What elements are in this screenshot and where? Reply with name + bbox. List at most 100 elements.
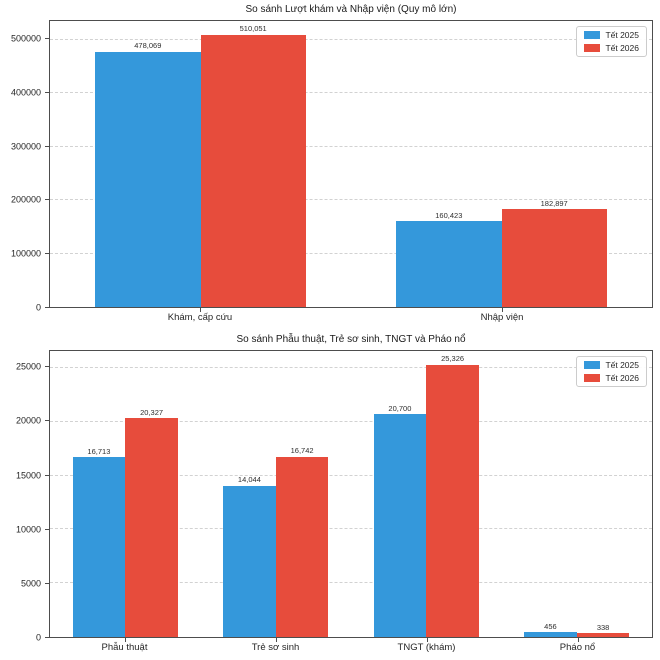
bar-value-label: 20,700 xyxy=(388,403,412,413)
gridline xyxy=(50,92,652,94)
bar-group: 456 338 xyxy=(502,351,653,637)
bar-tet-2025: 20,700 xyxy=(373,405,427,637)
x-tick-mark xyxy=(577,638,579,642)
x-tick-cell: Trẻ sơ sinh xyxy=(200,638,351,660)
chart-kham-nhap-vien: So sánh Lượt khám và Nhập viện (Quy mô l… xyxy=(0,4,660,330)
y-tick-label: 400000 xyxy=(10,87,41,98)
x-axis: Phẫu thuật Trẻ sơ sinh TNGT (khám) Pháo nổ xyxy=(49,638,653,660)
gridline xyxy=(50,474,652,476)
y-tick-label: 5000 xyxy=(20,578,41,589)
legend: Tết 2025 Tết 2026 xyxy=(576,356,647,387)
y-tick-label: 500000 xyxy=(10,33,41,44)
legend-item: Tết 2025 xyxy=(584,31,639,40)
x-category-label: Pháo nổ xyxy=(559,642,596,653)
bar-tet-2026: 182,897 xyxy=(501,200,607,307)
y-tick-label: 10000 xyxy=(15,524,41,535)
x-tick-mark xyxy=(426,638,428,642)
y-tick-mark xyxy=(45,528,49,530)
bar-tet-2025: 160,423 xyxy=(396,212,502,307)
plot-area: 16,713 20,327 14,044 16,742 20,700 25,326 456 3… xyxy=(49,350,653,638)
y-tick-mark xyxy=(45,474,49,476)
legend: Tết 2025 Tết 2026 xyxy=(576,26,647,57)
bar-value-label: 20,327 xyxy=(140,407,164,417)
legend-label: Tết 2025 xyxy=(605,30,639,40)
bar-value-label: 16,742 xyxy=(290,446,314,456)
y-tick-mark xyxy=(45,366,49,368)
y-tick-mark xyxy=(45,582,49,584)
legend-item: Tết 2026 xyxy=(584,42,639,53)
bar-group: 14,044 16,742 xyxy=(201,351,352,637)
gridline xyxy=(50,39,652,40)
y-tick-label: 100000 xyxy=(10,248,41,259)
y-tick-label: 15000 xyxy=(15,470,41,481)
y-tick-mark xyxy=(45,38,49,40)
y-tick-mark xyxy=(45,145,49,147)
bar-tet-2026: 510,051 xyxy=(200,25,306,307)
x-tick-cell: Pháo nổ xyxy=(502,638,653,660)
bar-value-label: 456 xyxy=(544,621,557,631)
bar-value-label: 510,051 xyxy=(239,24,267,34)
bar-group: 478,069 510,051 xyxy=(50,21,351,307)
legend-swatch xyxy=(584,43,601,52)
y-tick-mark xyxy=(45,253,49,255)
x-tick-mark xyxy=(124,638,126,642)
bar-value-label: 14,044 xyxy=(237,475,261,485)
gridline xyxy=(50,528,652,530)
y-tick-label: 0 xyxy=(35,302,41,313)
x-axis: Khám, cấp cứu Nhập viện xyxy=(49,308,653,330)
x-tick-cell: Nhập viện xyxy=(351,308,653,330)
gridline xyxy=(50,420,652,422)
chart-title: So sánh Phẫu thuật, Trẻ sơ sinh, TNGT và… xyxy=(236,334,466,345)
bar-value-label: 25,326 xyxy=(441,354,465,364)
bar-tet-2025: 16,713 xyxy=(72,448,126,637)
x-tick-mark xyxy=(275,638,277,642)
gridline xyxy=(50,145,652,147)
plot-wrap: 0 100000 200000 300000 400000 500000 478,069 5… xyxy=(0,20,660,312)
x-category-label: Nhập viện xyxy=(480,312,524,323)
bar-value-label: 160,423 xyxy=(435,210,463,220)
x-category-label: TNGT (khám) xyxy=(397,642,456,653)
bar-value-label: 182,897 xyxy=(540,198,568,208)
bar-tet-2025: 478,069 xyxy=(95,42,201,307)
bars-row: 478,069 510,051 160,423 182,897 xyxy=(50,21,652,307)
x-tick-cell: Phẫu thuật xyxy=(49,638,200,660)
legend-swatch xyxy=(584,373,601,382)
gridline xyxy=(50,199,652,201)
y-tick-mark xyxy=(45,307,49,308)
y-tick-label: 20000 xyxy=(15,415,41,426)
bar-tet-2026: 20,327 xyxy=(125,409,178,637)
chart-phau-thuat-so-sinh-tngt-phao-no: So sánh Phẫu thuật, Trẻ sơ sinh, TNGT và… xyxy=(0,330,660,660)
legend-item: Tết 2025 xyxy=(584,361,639,370)
legend-swatch xyxy=(584,31,601,40)
y-tick-label: 300000 xyxy=(10,141,41,152)
bar-group: 20,700 25,326 xyxy=(351,351,502,637)
y-tick-mark xyxy=(45,420,49,422)
bars-row: 16,713 20,327 14,044 16,742 20,700 25,326 456 3… xyxy=(50,351,652,637)
x-tick-cell: TNGT (khám) xyxy=(351,638,502,660)
y-tick-label: 25000 xyxy=(15,361,41,372)
bar-value-label: 478,069 xyxy=(134,41,162,51)
y-tick-mark xyxy=(45,199,49,201)
bar-value-label: 16,713 xyxy=(87,446,111,456)
legend-label: Tết 2026 xyxy=(605,372,639,383)
x-category-label: Khám, cấp cứu xyxy=(167,312,233,323)
gridline xyxy=(50,252,652,254)
y-tick-label: 0 xyxy=(35,632,41,643)
y-tick-mark xyxy=(45,91,49,93)
legend-label: Tết 2025 xyxy=(605,360,639,370)
bar-tet-2025: 456 xyxy=(524,623,577,637)
chart-title: So sánh Lượt khám và Nhập viện (Quy mô l… xyxy=(245,4,457,15)
y-tick-mark xyxy=(45,637,49,638)
legend-swatch xyxy=(584,361,601,370)
x-tick-mark xyxy=(502,308,503,312)
bar-tet-2026: 25,326 xyxy=(426,355,479,637)
y-tick-label: 200000 xyxy=(10,194,41,205)
bar-group: 160,423 182,897 xyxy=(351,21,652,307)
legend-item: Tết 2026 xyxy=(584,372,639,383)
bar-value-label: 338 xyxy=(596,622,610,632)
x-category-label: Trẻ sơ sinh xyxy=(251,642,300,653)
legend-label: Tết 2026 xyxy=(605,42,639,53)
x-tick-mark xyxy=(200,308,201,312)
plot-wrap: 0 5000 10000 15000 20000 25000 16,713 20,327 14… xyxy=(0,350,660,642)
